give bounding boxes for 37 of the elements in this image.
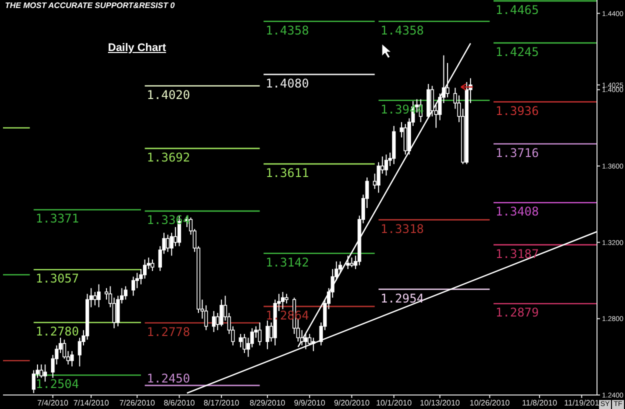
x-tick-label: 10/13/2010 [420, 398, 460, 408]
series-label: 1.2879 [496, 306, 539, 320]
series-label: 1.4358 [380, 23, 424, 38]
series-label: 1.3716 [496, 146, 539, 160]
x-tick-label: 7/4/2010 [37, 398, 69, 408]
series-label: 1.3187 [496, 246, 539, 261]
x-tick-label: 11/19/201 [564, 398, 600, 408]
series-label: 1.2778 [146, 324, 190, 339]
x-tick-label: 9/9/2010 [294, 398, 326, 408]
x-tick-label: 9/20/2010 [334, 398, 370, 408]
x-tick-label: 8/29/2010 [250, 398, 286, 408]
series-label: 1.2780 [36, 324, 80, 338]
series-label: 1.4358 [266, 23, 309, 38]
series-label: 1.3057 [36, 272, 80, 286]
series-label: 1.4245 [496, 44, 539, 59]
chart-title: THE MOST ACCURATE SUPPORT&RESIST 0 [5, 1, 175, 10]
series-label: 1.3936 [496, 104, 539, 118]
series-label: 1.2954 [380, 291, 424, 306]
x-tick-label: 10/1/2010 [376, 398, 412, 408]
series-label: 1.4465 [496, 2, 539, 17]
series-label: 1.3692 [146, 150, 190, 164]
x-tick-label: 8/6/2010 [164, 398, 196, 408]
series-label: 1.4020 [146, 88, 190, 102]
series-label: 1.3408 [496, 204, 539, 219]
x-tick-label: 8/17/2010 [204, 398, 240, 408]
series-label: 1.3318 [380, 222, 424, 236]
x-tick-label: 7/26/2010 [119, 398, 156, 408]
series-label: 1.4080 [266, 76, 309, 90]
x-tick-label: 7/14/2010 [73, 398, 110, 408]
x-tick-label: 11/8/2010 [522, 398, 558, 408]
series-label: 1.3611 [266, 166, 309, 180]
x-tick-label: 10/26/2010 [470, 398, 510, 408]
series-label: 1.3142 [266, 255, 309, 270]
series-label: 1.2450 [146, 371, 190, 386]
series-label: 1.3371 [36, 212, 80, 226]
text: Daily Chart [108, 42, 166, 54]
series-label: 1.2504 [36, 377, 80, 392]
